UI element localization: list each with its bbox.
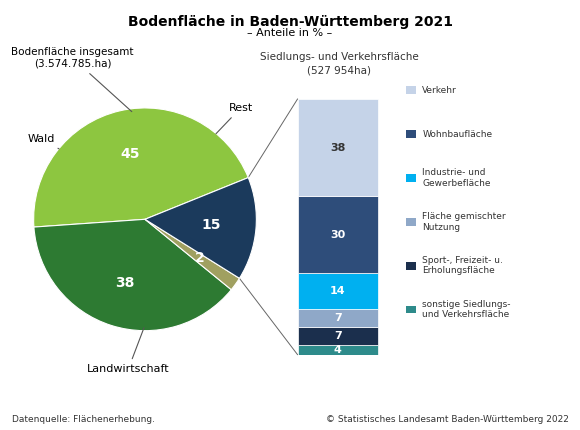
Text: Industrie- und
Gewerbefläche: Industrie- und Gewerbefläche — [422, 168, 491, 188]
Wedge shape — [34, 219, 231, 331]
Text: Verkehr: Verkehr — [422, 86, 457, 95]
Text: Siedlungs- und Verkehrsfläche
(527 954ha): Siedlungs- und Verkehrsfläche (527 954ha… — [260, 52, 419, 75]
Text: Bodenfläche in Baden-Württemberg 2021: Bodenfläche in Baden-Württemberg 2021 — [128, 15, 452, 29]
Text: 4: 4 — [334, 344, 342, 355]
Text: Fläche gemischter
Nutzung: Fläche gemischter Nutzung — [422, 212, 506, 232]
Text: 14: 14 — [330, 286, 346, 296]
Text: Datenquelle: Flächenerhebung.: Datenquelle: Flächenerhebung. — [12, 415, 155, 424]
Text: Landwirtschaft: Landwirtschaft — [87, 328, 169, 374]
Bar — [298, 273, 378, 309]
Bar — [298, 196, 378, 273]
Text: 38: 38 — [115, 276, 135, 290]
Text: – Anteile in % –: – Anteile in % – — [248, 28, 332, 38]
Bar — [298, 344, 378, 355]
Text: Wohnbaufläche: Wohnbaufläche — [422, 130, 492, 138]
Bar — [298, 309, 378, 327]
Text: 45: 45 — [120, 147, 140, 161]
Text: Rest: Rest — [216, 103, 253, 134]
Text: Bodenfläche insgesamt
(3.574.785.ha): Bodenfläche insgesamt (3.574.785.ha) — [12, 47, 134, 112]
Wedge shape — [145, 219, 240, 290]
Bar — [298, 99, 378, 196]
Wedge shape — [145, 178, 256, 278]
Text: 7: 7 — [334, 331, 342, 341]
Text: 15: 15 — [202, 218, 222, 232]
Wedge shape — [34, 108, 248, 227]
Text: 7: 7 — [334, 313, 342, 322]
Text: 2: 2 — [194, 251, 204, 265]
Text: © Statistisches Landesamt Baden-Württemberg 2022: © Statistisches Landesamt Baden-Württemb… — [325, 415, 568, 424]
Text: 30: 30 — [330, 230, 346, 240]
Bar — [298, 327, 378, 344]
Text: Wald: Wald — [28, 134, 59, 149]
Text: Sport-, Freizeit- u.
Erholungsfläche: Sport-, Freizeit- u. Erholungsfläche — [422, 256, 503, 276]
Text: sonstige Siedlungs-
und Verkehrsfläche: sonstige Siedlungs- und Verkehrsfläche — [422, 300, 511, 319]
Text: 38: 38 — [330, 142, 346, 153]
